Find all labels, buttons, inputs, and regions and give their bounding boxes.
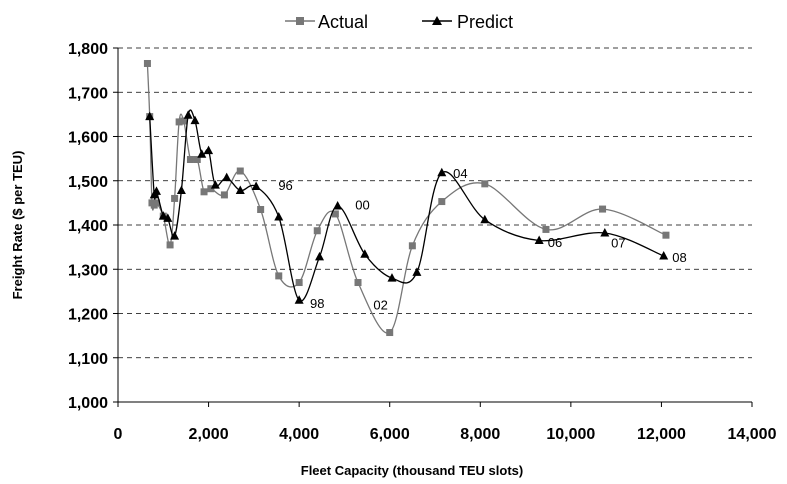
- data-point-actual: [386, 329, 394, 337]
- data-point-predict: [360, 249, 370, 258]
- data-point-predict: [294, 295, 304, 304]
- data-point-predict: [222, 172, 232, 182]
- data-point-actual: [180, 117, 188, 125]
- data-point-actual: [438, 198, 446, 206]
- data-point-predict: [170, 231, 180, 240]
- data-point-actual: [186, 156, 194, 164]
- x-tick-label: 2,000: [189, 426, 229, 443]
- year-annotation: 04: [453, 166, 467, 181]
- data-point-actual: [408, 242, 416, 250]
- data-point-actual: [599, 205, 607, 213]
- data-point-predict: [210, 180, 220, 189]
- y-tick-label: 1,800: [68, 41, 108, 58]
- data-point-predict: [151, 186, 161, 195]
- year-annotation: 07: [611, 236, 625, 251]
- data-point-actual: [275, 272, 283, 280]
- data-point-predict: [204, 145, 214, 155]
- data-point-actual: [193, 156, 201, 164]
- legend-predict-marker: [432, 16, 442, 25]
- series-group: [143, 59, 670, 337]
- data-point-predict: [176, 185, 186, 194]
- data-point-actual: [152, 199, 160, 207]
- legend-item-predict: Predict: [422, 12, 513, 32]
- data-point-predict: [190, 115, 200, 125]
- y-tick-label: 1,000: [68, 395, 108, 412]
- data-point-actual: [354, 279, 362, 287]
- y-tick-label: 1,100: [68, 351, 108, 368]
- data-point-actual: [166, 241, 174, 249]
- data-point-predict: [315, 251, 325, 261]
- data-point-predict: [534, 235, 544, 244]
- data-point-predict: [333, 200, 343, 210]
- x-tick-label: 0: [114, 426, 123, 443]
- data-point-predict: [480, 214, 490, 224]
- year-annotation: 96: [278, 178, 292, 193]
- data-point-predict: [197, 149, 207, 158]
- data-point-actual: [175, 118, 183, 126]
- data-point-actual: [143, 59, 151, 67]
- x-tick-label: 12,000: [637, 426, 686, 443]
- data-point-predict: [158, 211, 168, 220]
- y-tick-label: 1,200: [68, 307, 108, 324]
- y-tick-label: 1,300: [68, 262, 108, 279]
- data-point-actual: [220, 191, 228, 199]
- legend: Actual Predict: [285, 12, 513, 32]
- axes: 1,000 1,100 1,200 1,300 1,400 1,500 1,600 1,700…: [68, 41, 777, 443]
- y-axis-title: Freight Rate ($ per TEU): [10, 151, 25, 300]
- x-tick-label: 10,000: [546, 426, 595, 443]
- x-axis-title: Fleet Capacity (thousand TEU slots): [301, 463, 523, 478]
- data-point-actual: [331, 210, 339, 218]
- data-point-predict: [412, 267, 422, 276]
- year-annotation: 08: [672, 250, 686, 265]
- data-point-predict: [183, 110, 193, 119]
- legend-predict-label: Predict: [457, 12, 513, 32]
- data-point-actual: [662, 231, 670, 239]
- data-point-actual: [236, 167, 244, 175]
- annotations: 96 98 00 02 04 06 07 08: [278, 166, 686, 313]
- y-tick-label: 1,600: [68, 130, 108, 147]
- data-point-predict: [145, 111, 155, 121]
- data-point-actual: [542, 225, 550, 233]
- data-point-actual: [207, 185, 215, 193]
- y-tick-label: 1,700: [68, 85, 108, 102]
- data-point-actual: [295, 279, 303, 287]
- series-line-predict: [149, 109, 664, 302]
- x-tick-label: 14,000: [728, 426, 777, 443]
- data-point-predict: [163, 213, 173, 222]
- data-point-predict: [437, 167, 447, 177]
- y-tick-label: 1,500: [68, 174, 108, 191]
- data-point-actual: [257, 206, 265, 214]
- x-tick-label: 6,000: [370, 426, 410, 443]
- year-annotation: 98: [310, 296, 324, 311]
- data-point-predict: [600, 227, 610, 237]
- legend-item-actual: Actual: [285, 12, 368, 32]
- data-point-actual: [200, 188, 208, 196]
- x-tick-label: 4,000: [279, 426, 319, 443]
- year-annotation: 00: [355, 198, 369, 213]
- data-point-predict: [387, 273, 397, 282]
- data-point-predict: [659, 250, 669, 260]
- year-annotation: 02: [373, 298, 387, 313]
- grid-lines: [118, 47, 752, 359]
- data-point-predict: [235, 185, 245, 194]
- data-point-predict: [274, 212, 284, 221]
- data-point-actual: [171, 194, 179, 202]
- data-point-actual: [313, 227, 321, 235]
- y-tick-label: 1,400: [68, 218, 108, 235]
- data-point-predict: [251, 181, 261, 191]
- legend-actual-label: Actual: [318, 12, 368, 32]
- year-annotation: 06: [548, 235, 562, 250]
- data-point-actual: [481, 180, 489, 188]
- x-tick-label: 8,000: [460, 426, 500, 443]
- legend-actual-marker: [296, 17, 304, 25]
